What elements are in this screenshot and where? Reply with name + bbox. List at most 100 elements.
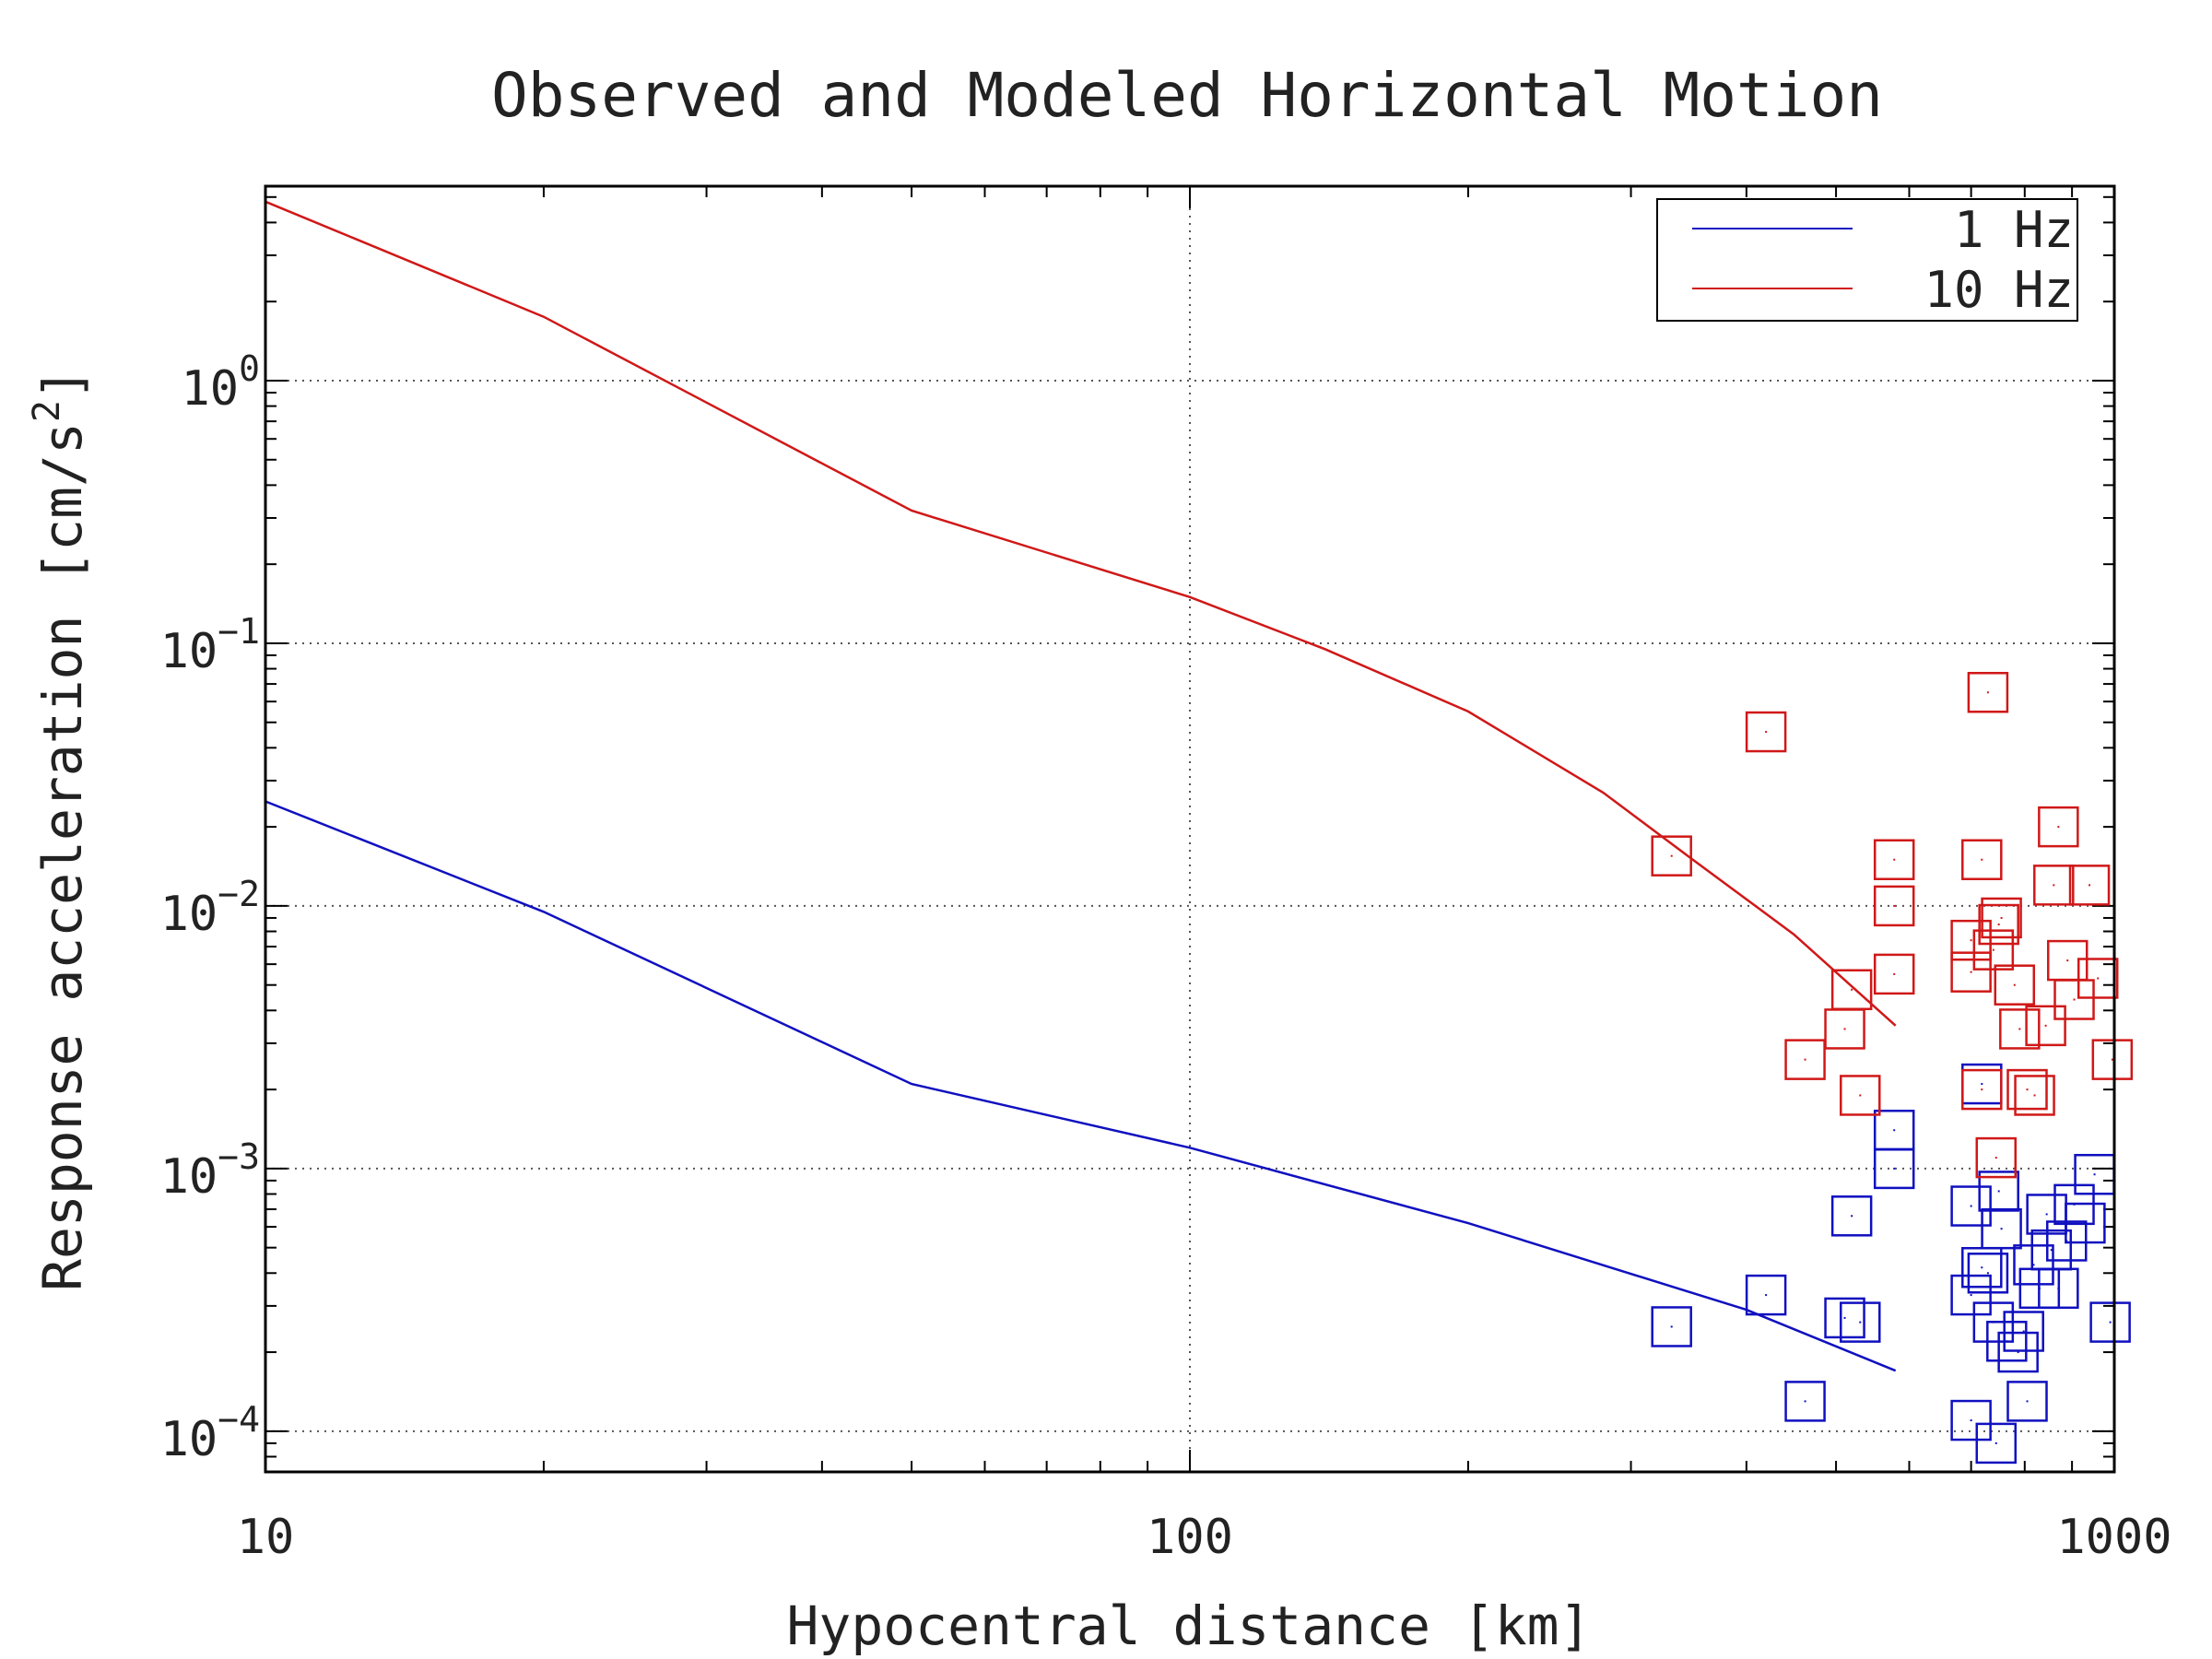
observed-point-center-10hz <box>2000 916 2003 919</box>
observed-point-center-10hz <box>2088 884 2091 887</box>
observed-point-1hz <box>1824 1297 1865 1339</box>
observed-point-1hz <box>2038 1267 2079 1310</box>
observed-point-10hz <box>2038 806 2079 848</box>
observed-point-1hz <box>1967 1253 2009 1294</box>
observed-point-10hz <box>1978 903 2019 946</box>
observed-point-center-1hz <box>1970 1205 1972 1207</box>
observed-point-center-1hz <box>1851 1215 1853 1218</box>
y-tick-label: 10−1 <box>160 611 260 679</box>
observed-point-1hz <box>2006 1381 2048 1422</box>
observed-point-center-10hz <box>1670 854 1673 857</box>
observed-point-10hz <box>1873 839 1915 880</box>
observed-point-10hz <box>2053 979 2095 1020</box>
observed-point-1hz <box>1986 1321 2028 1362</box>
observed-point-1hz <box>1830 1195 1873 1237</box>
observed-point-center-1hz <box>1981 1266 1983 1269</box>
observed-point-1hz <box>1997 1331 2039 1373</box>
plot-frame <box>264 184 2116 1474</box>
observed-point-10hz <box>1651 835 1692 877</box>
observed-point-center-1hz <box>1859 1321 1862 1324</box>
observed-point-center-10hz <box>1851 988 1853 991</box>
observed-point-center-10hz <box>1893 858 1896 861</box>
observed-point-1hz <box>1784 1381 1826 1422</box>
x-tick-label: 1000 <box>2056 1510 2171 1565</box>
observed-point-center-10hz <box>2057 826 2060 829</box>
observed-point-center-10hz <box>1893 904 1896 907</box>
observed-point-1hz <box>2065 1202 2106 1244</box>
observed-point-1hz <box>1975 1422 2018 1465</box>
observed-point-center-1hz <box>1997 1190 2000 1193</box>
observed-point-center-10hz <box>1843 1028 1846 1030</box>
observed-point-center-1hz <box>1670 1325 1673 1328</box>
observed-point-center-10hz <box>1893 972 1896 975</box>
observed-point-center-1hz <box>2000 1228 2003 1230</box>
observed-point-center-1hz <box>2057 1287 2060 1289</box>
observed-point-center-1hz <box>1893 1167 1896 1170</box>
legend: 1 Hz 10 Hz <box>1656 198 2078 322</box>
observed-point-center-10hz <box>1981 858 1983 861</box>
observed-point-center-10hz <box>1804 1058 1806 1061</box>
observed-point-center-1hz <box>2084 1222 2087 1225</box>
gridlines <box>265 186 2114 1472</box>
observed-point-1hz <box>1950 1274 1992 1316</box>
observed-point-center-10hz <box>1970 971 1972 973</box>
observed-point-10hz <box>1967 672 2009 713</box>
observed-point-center-10hz <box>1997 924 2000 926</box>
y-tick-labels: 100 10−1 10−2 10−3 10−4 <box>160 348 260 1467</box>
observed-point-center-1hz <box>2022 1330 2025 1333</box>
observed-point-center-10hz <box>2033 1094 2036 1097</box>
observed-point-center-10hz <box>1981 1088 1983 1091</box>
y-axis-label-tail: ] <box>31 368 94 400</box>
observed-point-center-10hz <box>2111 1058 2113 1061</box>
observed-point-1hz <box>2013 1244 2054 1286</box>
observed-point-center-1hz <box>2109 1321 2112 1324</box>
observed-point-10hz <box>2091 1039 2134 1080</box>
observed-point-10hz <box>1961 1068 2003 1111</box>
observed-point-center-1hz <box>2006 1340 2008 1343</box>
observed-point-center-1hz <box>2017 1351 2019 1354</box>
observed-point-center-1hz <box>2050 1249 2053 1252</box>
observed-point-1hz <box>1745 1274 1787 1316</box>
observed-point-10hz <box>2006 1068 2048 1111</box>
observed-point-center-1hz <box>2093 1173 2096 1176</box>
observed-point-10hz <box>1745 711 1787 753</box>
observed-point-center-1hz <box>2026 1400 2029 1403</box>
y-tick-label: 10−2 <box>160 874 260 942</box>
observed-point-center-10hz <box>1765 731 1768 734</box>
observed-point-center-1hz <box>1765 1294 1768 1297</box>
observed-point-center-10hz <box>1986 691 1989 694</box>
observed-point-center-10hz <box>2013 983 2016 986</box>
x-axis-label: Hypocentral distance [km] <box>787 1594 1592 1657</box>
observed-point-center-10hz <box>1992 948 1994 951</box>
observed-point-1hz <box>1978 1171 2019 1212</box>
observed-point-center-1hz <box>1981 1083 1983 1086</box>
y-tick-label: 100 <box>181 348 260 417</box>
observed-point-10hz <box>1873 885 1915 927</box>
observed-point-1hz <box>1950 1185 1992 1227</box>
observed-point-10hz <box>1950 951 1992 993</box>
observed-point-center-1hz <box>1986 1272 1989 1275</box>
observed-point-1hz <box>1981 1207 2022 1250</box>
observed-point-10hz <box>1999 1008 2041 1050</box>
observed-point-center-1hz <box>1893 1129 1896 1132</box>
observed-point-10hz <box>1972 929 2015 971</box>
y-axis-label: Response acceleration [cm/s2] <box>26 368 94 1291</box>
legend-label-10hz: 10 Hz <box>1924 261 2074 319</box>
model-line-1hz <box>265 800 1897 1372</box>
observed-point-center-10hz <box>2044 1024 2047 1027</box>
observed-point-10hz <box>1981 897 2022 939</box>
observed-point-1hz <box>1873 1147 1915 1190</box>
observed-point-center-1hz <box>1970 1294 1972 1297</box>
y-tick-label: 10−4 <box>160 1399 260 1467</box>
observed-point-center-10hz <box>2018 1028 2021 1030</box>
observed-point-10hz <box>1873 953 1915 995</box>
observed-point-center-1hz <box>1970 1419 1972 1422</box>
observed-point-center-10hz <box>1994 1157 1997 1159</box>
legend-box <box>1656 198 2078 322</box>
observed-point-center-1hz <box>2032 1264 2035 1266</box>
observed-point-10hz <box>2077 958 2119 999</box>
observed-point-10hz <box>2025 1005 2066 1047</box>
observed-point-1hz <box>1950 1399 1992 1441</box>
observed-point-10hz <box>2033 865 2075 906</box>
